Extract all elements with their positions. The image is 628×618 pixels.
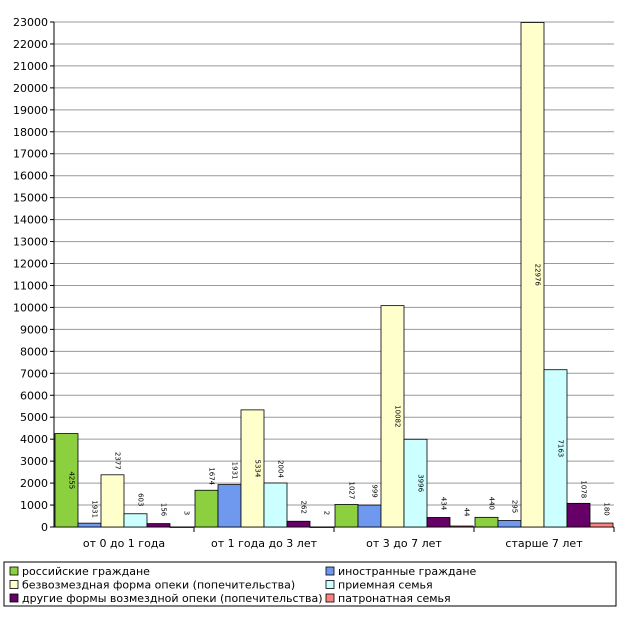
data-label: 999 — [371, 484, 379, 497]
y-tick-label: 22000 — [13, 38, 48, 51]
data-label: 4255 — [68, 471, 76, 489]
data-label: 5334 — [254, 460, 262, 478]
y-tick-label: 2000 — [20, 477, 48, 490]
x-tick-label: от 3 до 7 лет — [366, 537, 442, 550]
data-label: 1931 — [91, 500, 99, 518]
legend-label: безвозмездная форма опеки (попечительств… — [22, 579, 295, 592]
data-label: 156 — [160, 503, 168, 517]
y-tick-label: 15000 — [13, 192, 48, 205]
data-label: 22976 — [534, 264, 542, 287]
x-tick-label: от 0 до 1 года — [83, 537, 165, 550]
bar — [474, 516, 499, 528]
legend-swatch — [9, 593, 19, 603]
bar — [54, 433, 79, 528]
legend-label: патронатная семья — [338, 592, 451, 605]
legend-swatch — [325, 566, 335, 576]
bar — [403, 438, 428, 528]
data-label: 44 — [463, 508, 471, 517]
y-tick-label: 8000 — [20, 345, 48, 358]
data-label: 3 — [183, 511, 191, 515]
y-tick-label: 5000 — [20, 411, 48, 424]
legend-label: российские граждане — [22, 565, 150, 578]
data-label: 7163 — [557, 439, 565, 457]
bar — [426, 517, 451, 528]
data-label: 2004 — [277, 460, 285, 478]
data-label: 10082 — [394, 405, 402, 427]
bar — [589, 522, 614, 528]
data-label: 1674 — [208, 467, 216, 485]
y-tick-label: 14000 — [13, 214, 48, 227]
data-label: 2 — [323, 511, 331, 515]
data-label: 262 — [300, 501, 308, 514]
data-label: 440 — [488, 497, 496, 510]
data-label: 1027 — [348, 482, 356, 500]
y-tick-label: 20000 — [13, 82, 48, 95]
y-tick-label: 1000 — [20, 499, 48, 512]
y-tick-label: 21000 — [13, 60, 48, 73]
y-tick-label: 13000 — [13, 236, 48, 249]
bar — [194, 489, 219, 528]
legend-swatch — [9, 566, 19, 576]
x-tick-label: от 1 года до 3 лет — [211, 537, 318, 550]
bar — [497, 520, 522, 528]
data-label: 434 — [440, 497, 448, 511]
y-tick-label: 11000 — [13, 279, 48, 292]
bar — [100, 474, 125, 528]
y-tick-label: 16000 — [13, 170, 48, 183]
y-tick-label: 0 — [41, 521, 48, 534]
y-tick-label: 3000 — [20, 455, 48, 468]
bar — [286, 520, 311, 528]
y-tick-label: 23000 — [13, 16, 48, 29]
y-tick-label: 12000 — [13, 258, 48, 271]
legend-label: иностранные граждане — [338, 565, 477, 578]
legend-swatch — [9, 580, 19, 589]
data-label: 1931 — [231, 462, 239, 480]
bar — [357, 504, 382, 528]
y-tick-label: 6000 — [20, 389, 48, 402]
legend-label: приемная семья — [338, 579, 433, 592]
legend — [3, 561, 617, 607]
bar — [334, 504, 359, 528]
bar — [240, 409, 265, 528]
legend-swatch — [325, 580, 335, 589]
bar — [217, 484, 242, 528]
bar — [77, 522, 102, 528]
y-tick-label: 10000 — [13, 301, 48, 314]
bar — [309, 526, 334, 528]
data-label: 2377 — [114, 452, 122, 470]
y-tick-label: 17000 — [13, 148, 48, 161]
data-label: 295 — [511, 500, 519, 513]
legend-label: другие формы возмездной опеки (попечител… — [22, 592, 323, 605]
y-tick-label: 9000 — [20, 323, 48, 336]
bar — [449, 525, 474, 528]
bar — [169, 526, 194, 528]
data-label: 180 — [603, 502, 611, 515]
bar — [566, 502, 591, 528]
y-tick-label: 7000 — [20, 367, 48, 380]
data-label: 1078 — [580, 480, 588, 498]
legend-swatch — [325, 593, 335, 603]
data-label: 603 — [137, 493, 145, 506]
bar — [146, 523, 171, 528]
bar — [380, 305, 405, 528]
y-tick-label: 4000 — [20, 433, 48, 446]
x-tick-label: старше 7 лет — [505, 537, 583, 550]
bar — [123, 513, 148, 528]
y-tick-label: 19000 — [13, 104, 48, 117]
data-label: 3996 — [417, 474, 425, 492]
bar — [263, 482, 288, 528]
bar — [543, 369, 568, 528]
bar — [520, 22, 545, 528]
y-tick-label: 18000 — [13, 126, 48, 139]
